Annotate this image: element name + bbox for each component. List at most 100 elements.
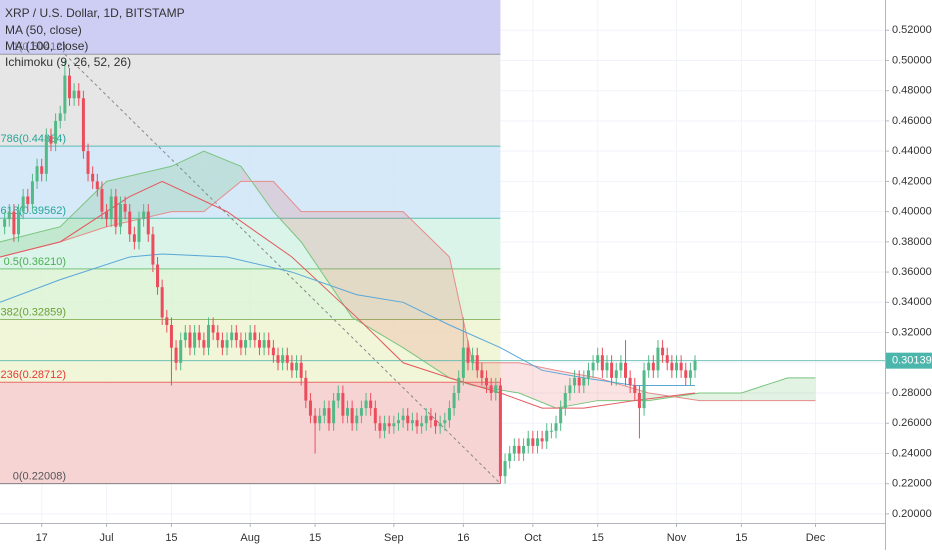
candle-body	[387, 423, 391, 427]
fib-label: 1(0.50412)	[13, 41, 66, 53]
legend-title: XRP / U.S. Dollar, 1D, BITSTAMP	[5, 6, 185, 20]
candle-body	[503, 461, 507, 477]
candle-body	[573, 377, 577, 386]
x-tick-label: 15	[309, 532, 321, 544]
candle-body	[447, 408, 451, 421]
candle-body	[364, 400, 368, 409]
fib-label: 0.236(0.28712)	[0, 369, 66, 381]
candle-body	[656, 347, 660, 371]
fib-zone	[0, 382, 501, 484]
candle-body	[582, 377, 586, 386]
candle-body	[359, 408, 363, 416]
candle-body	[72, 90, 76, 99]
candle-body	[308, 400, 312, 416]
candle-body	[295, 362, 299, 371]
candle-body	[257, 340, 261, 348]
candle-body	[475, 355, 479, 371]
candle-body	[3, 219, 7, 227]
ichimoku-cloud	[741, 377, 788, 401]
candle-body	[577, 377, 581, 386]
candle-body	[591, 362, 595, 371]
candle-body	[313, 415, 317, 424]
fib-label: 0.382(0.32859)	[0, 306, 66, 318]
candle-body	[341, 393, 345, 416]
candle-body	[600, 355, 604, 371]
candle-body	[128, 211, 132, 235]
candle-body	[207, 324, 211, 348]
candle-body	[665, 355, 669, 363]
candle-body	[452, 393, 456, 409]
candle-body	[438, 423, 442, 427]
candle-body	[624, 362, 628, 378]
candle-body	[401, 415, 405, 421]
candle-body	[271, 347, 275, 356]
candle-body	[637, 393, 641, 409]
candle-body	[58, 113, 62, 121]
candle-body	[693, 360, 697, 371]
last-price-label: 0.30139	[892, 355, 932, 367]
candle-body	[327, 408, 331, 424]
candle-body	[642, 370, 646, 409]
candle-body	[489, 385, 493, 394]
candle-body	[424, 415, 428, 424]
candle-body	[494, 385, 498, 394]
candle-body	[434, 420, 438, 427]
candle-body	[531, 438, 535, 446]
y-tick-label: 0.22000	[892, 478, 932, 490]
candle-body	[586, 370, 590, 378]
candle-body	[517, 445, 521, 454]
candle-body	[392, 423, 396, 427]
candle-body	[211, 324, 215, 333]
fib-zone	[0, 268, 501, 320]
candle-body	[457, 377, 461, 394]
ichimoku-cloud	[352, 211, 404, 348]
candle-body	[197, 332, 201, 341]
ichimoku-cloud	[518, 362, 557, 409]
candle-body	[225, 340, 229, 348]
candle-body	[253, 332, 257, 341]
candle-body	[239, 340, 243, 348]
candle-body	[179, 340, 183, 363]
candle-body	[81, 98, 85, 152]
ichimoku-cloud	[787, 377, 816, 401]
candle-body	[160, 287, 164, 318]
candle-body	[174, 347, 178, 363]
candle-body	[188, 332, 192, 348]
candle-body	[193, 332, 197, 348]
time-axis	[0, 523, 885, 550]
y-tick-label: 0.24000	[892, 447, 932, 459]
y-tick-label: 0.40000	[892, 206, 932, 218]
candle-body	[355, 415, 359, 424]
candle-body	[30, 181, 34, 205]
x-tick-label: Nov	[667, 532, 687, 544]
candle-body	[545, 430, 549, 442]
candle-body	[109, 196, 113, 220]
candle-body	[383, 423, 387, 431]
candle-body	[684, 370, 688, 378]
x-tick-label: 15	[735, 532, 747, 544]
candle-body	[350, 408, 354, 424]
candle-body	[12, 211, 16, 235]
candle-body	[146, 211, 150, 235]
candle-body	[156, 264, 160, 288]
x-tick-label: 17	[36, 532, 48, 544]
candle-body	[647, 362, 651, 371]
candle-body	[285, 355, 289, 363]
candle-body	[420, 423, 424, 427]
candle-body	[105, 211, 109, 220]
price-axis	[885, 0, 932, 550]
candle-body	[605, 362, 609, 371]
candle-body	[410, 420, 414, 424]
ichimoku-cloud	[699, 393, 742, 401]
x-tick-label: Sep	[384, 532, 404, 544]
x-tick-label: Aug	[240, 532, 260, 544]
candle-body	[522, 445, 526, 454]
candle-body	[165, 317, 169, 325]
candle-body	[568, 385, 572, 394]
fib-zone	[0, 0, 501, 55]
candle-body	[49, 136, 53, 144]
candle-body	[304, 377, 308, 401]
candle-body	[234, 332, 238, 341]
